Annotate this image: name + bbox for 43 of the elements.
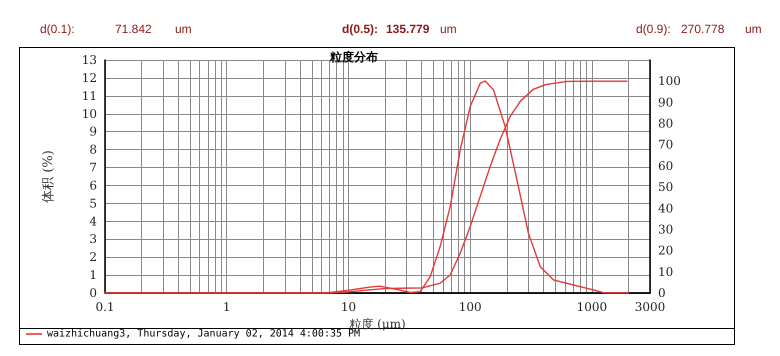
text: d(0.9): [636,22,671,36]
y-axis-title: 体积 (%) [41,150,56,203]
y-tick-label: 2 [89,250,97,264]
x-tick-label: 3000 [634,300,666,314]
chart-title: 粒度分布 [329,50,378,64]
y-tick-label: 5 [89,196,97,210]
text: 135.779 [386,22,430,36]
y-tick-label: 1 [89,268,97,282]
x-tick-label: 10 [340,300,356,314]
legend-label: waizhichuang3, Thursday, January 02, 2014 4:00:35 PM [47,328,360,340]
text: um [175,22,192,36]
y-tick-label: 10 [82,106,97,121]
y2-tick-label: 90 [658,95,674,110]
y2-tick-label: 70 [658,138,674,152]
x-tick-label: 100 [458,300,482,314]
y-tick-label: 9 [89,124,97,139]
y2-tick-label: 0 [658,286,666,300]
text: 270.778 [681,22,724,36]
y2-tick-label: 60 [658,158,674,173]
x-tick-label: 1000 [576,300,608,314]
y-tick-label: 11 [82,88,97,103]
y2-tick-label: 10 [658,264,674,279]
text: 71.842 [115,22,152,36]
y-tick-label: 7 [89,160,97,175]
text: d(0.1): [40,22,75,36]
y-tick-label: 3 [89,232,97,246]
y-tick-label: 8 [89,142,97,157]
y2-tick-label: 20 [658,244,674,258]
y2-tick-label: 100 [658,74,681,88]
y2-tick-label: 30 [658,222,674,236]
y-tick-label: 12 [82,70,97,85]
text: um [745,22,762,36]
x-tick-label: 0.1 [95,300,115,314]
y-tick-label: 4 [89,214,98,228]
y-tick-label: 6 [89,178,97,192]
y2-tick-label: 50 [658,180,674,194]
x-tick-label: 1 [222,300,231,314]
y-tick-label: 0 [89,286,97,300]
text: d(0.5): [342,22,378,36]
y2-tick-label: 80 [658,116,674,131]
text: um [440,22,457,36]
y-tick-label: 13 [82,53,97,67]
y2-tick-label: 40 [658,201,674,216]
